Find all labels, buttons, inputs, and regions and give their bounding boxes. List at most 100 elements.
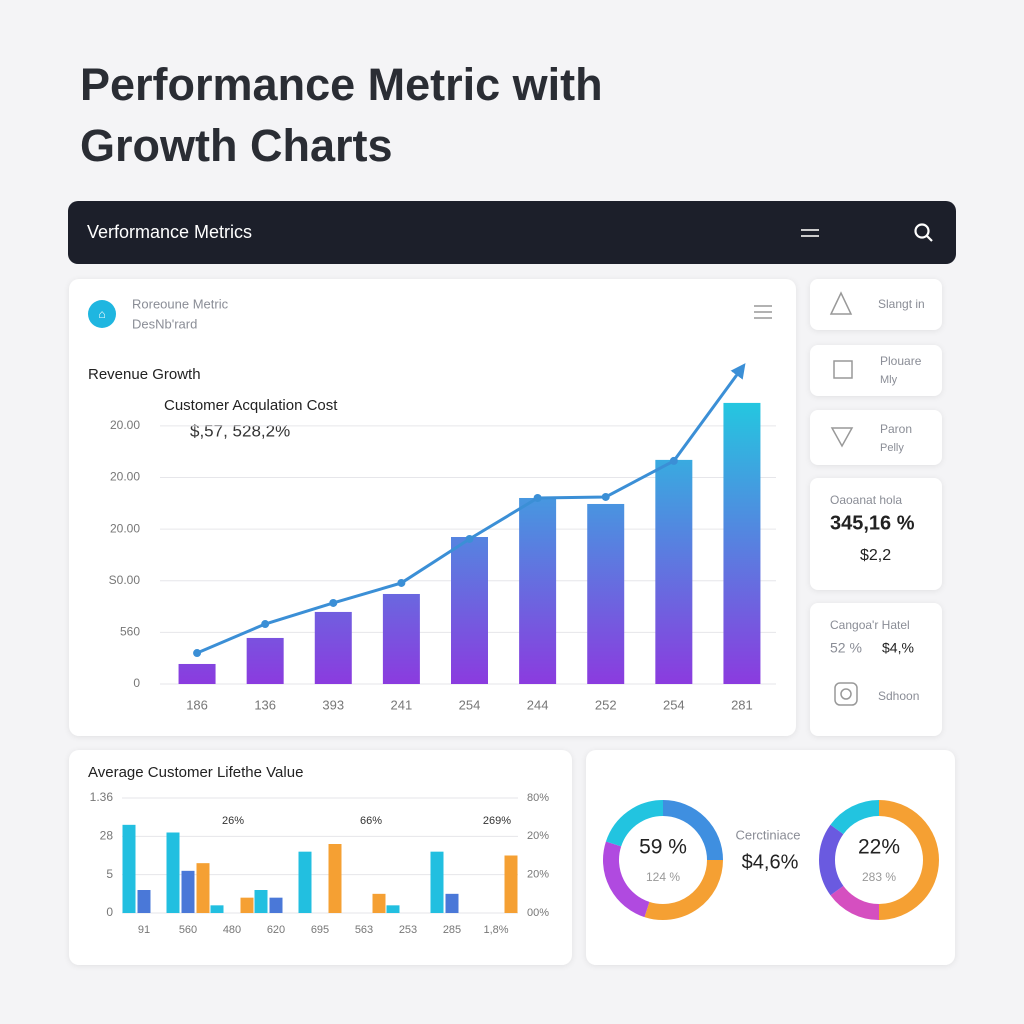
bar (240, 897, 254, 913)
x-tick-label: 244 (527, 697, 549, 712)
y-tick-label: 560 (120, 625, 140, 639)
point (533, 493, 542, 502)
donut-center-sublabel: 124 % (646, 870, 680, 884)
annotation: 269% (483, 815, 511, 827)
y-tick-label: 1.36 (90, 790, 114, 804)
side-card[interactable] (810, 279, 942, 330)
point (261, 620, 270, 629)
side-label: Plouare (880, 354, 922, 368)
annotation: 66% (360, 815, 382, 827)
bar (210, 905, 224, 913)
x-tick-label: 393 (322, 697, 344, 712)
navbar (68, 201, 956, 264)
icon (833, 360, 853, 379)
icon (834, 682, 858, 706)
bar (430, 851, 444, 913)
y-tick-label: 20.00 (110, 521, 140, 535)
side-right: $4,% (882, 640, 914, 656)
donut-segment (830, 800, 880, 835)
bar (314, 611, 352, 684)
x-tick-label: 253 (399, 924, 417, 936)
menu-icon[interactable] (801, 229, 819, 237)
card-heading: Roreoune Metric (132, 296, 229, 311)
chart-title: Average Customer Lifethe Value (88, 764, 303, 781)
x-tick-label: 1,8% (483, 924, 508, 936)
x-tick-label: 186 (186, 697, 208, 712)
x-tick-label: 620 (267, 924, 285, 936)
search-icon[interactable] (914, 223, 933, 242)
side-card[interactable] (810, 345, 942, 396)
bar (137, 890, 151, 913)
page-title: Performance Metric with (80, 59, 603, 110)
y2-tick-label: 80% (527, 792, 549, 804)
bar (269, 897, 283, 913)
y-tick-label: 0 (106, 905, 113, 919)
side-sub: $2,2 (860, 547, 891, 564)
chart-title: Revenue Growth (88, 366, 201, 383)
point (329, 598, 338, 607)
donut-segment (819, 824, 844, 896)
donut-segment (662, 800, 723, 861)
y-tick-label: 20.00 (110, 418, 140, 432)
card-menu[interactable] (754, 305, 772, 319)
donut-segment (603, 841, 650, 918)
bar (504, 855, 518, 913)
x-tick-label: 252 (595, 697, 617, 712)
point (601, 492, 610, 501)
x-tick-label: 254 (663, 697, 685, 712)
y-tick-label: S0.00 (109, 573, 141, 587)
y2-tick-label: 00% (527, 907, 549, 919)
donut-center-label: 22% (858, 836, 900, 859)
bar (254, 890, 268, 913)
logo-glyph: ⌂ (98, 307, 105, 321)
x-tick-label: 136 (254, 697, 276, 712)
donut-panel-value: $4,6% (742, 851, 799, 873)
bar (196, 863, 210, 913)
donut-segment (830, 885, 880, 920)
donut-segment (605, 800, 664, 847)
side-sublabel: Pelly (880, 442, 904, 454)
point (397, 578, 406, 587)
x-tick-label: 281 (731, 697, 753, 712)
side-sublabel: Mly (880, 374, 898, 386)
bar (372, 893, 386, 913)
x-tick-label: 695 (311, 924, 329, 936)
bar (178, 663, 216, 684)
x-tick-label: 480 (223, 924, 241, 936)
y-tick-label: 5 (106, 867, 113, 881)
side-footer: Sdhoon (878, 689, 919, 703)
point (669, 456, 678, 465)
chart-subtitle: Customer Acqulation Cost (164, 397, 338, 414)
annotation: $,57, 528,2% (190, 421, 290, 440)
bar (723, 402, 761, 684)
icon (830, 427, 854, 448)
donut-segment (644, 859, 723, 920)
bar (445, 893, 459, 913)
side-card (810, 603, 942, 736)
side-value: 345,16 % (830, 512, 915, 534)
side-label: Cangoa'r Hatel (830, 618, 910, 632)
x-tick-label: 91 (138, 924, 150, 936)
bar (166, 832, 180, 913)
bar (122, 824, 136, 913)
donut-center-label: 59 % (639, 836, 687, 859)
y-tick-label: 28 (100, 829, 114, 843)
x-tick-label: 560 (179, 924, 197, 936)
side-card[interactable] (810, 410, 942, 465)
point (465, 534, 474, 543)
donut-center-sublabel: 283 % (862, 870, 896, 884)
point (193, 649, 202, 658)
y2-tick-label: 20% (527, 869, 549, 881)
logo (88, 300, 116, 328)
annotation: 26% (222, 815, 244, 827)
icon (840, 688, 852, 700)
bar (519, 497, 557, 684)
y-tick-label: 20.00 (110, 470, 140, 484)
card-heading: DesNb'rard (132, 316, 197, 331)
bar (181, 870, 195, 913)
x-tick-label: 563 (355, 924, 373, 936)
donut-segment (878, 800, 939, 920)
bar (328, 844, 342, 913)
bar (386, 905, 400, 913)
